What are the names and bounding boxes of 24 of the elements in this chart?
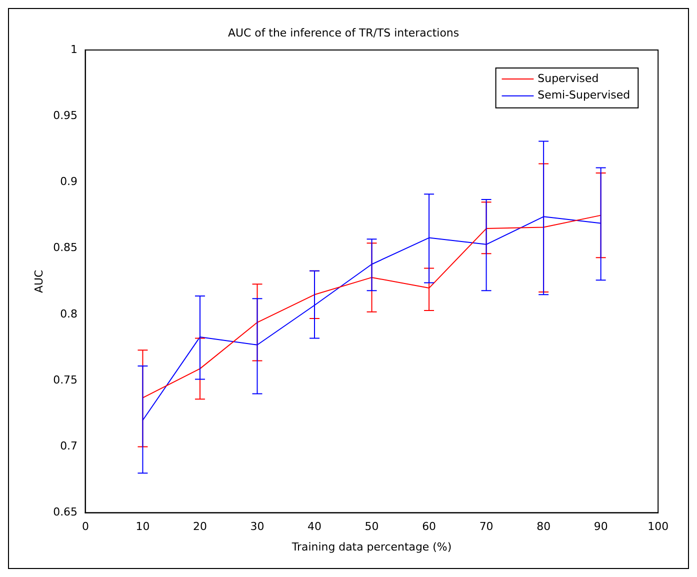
x-tick-label: 20	[193, 520, 207, 534]
x-tick-label: 70	[479, 520, 494, 534]
legend-label: Semi-Supervised	[538, 88, 630, 102]
y-tick-label: 0.65	[53, 506, 78, 519]
x-tick-label: 80	[536, 520, 551, 534]
x-tick-label: 60	[422, 520, 436, 534]
y-tick-label: 0.85	[53, 241, 78, 254]
y-tick-label: 0.7	[60, 440, 78, 453]
y-tick-label: 0.95	[53, 109, 78, 122]
y-axis-title: AUC	[32, 270, 46, 294]
x-tick-label: 10	[136, 520, 150, 534]
x-tick-label: 100	[648, 520, 669, 534]
legend-label: Supervised	[538, 72, 599, 85]
x-tick-label: 40	[308, 520, 322, 534]
x-tick-label: 30	[250, 520, 264, 534]
x-tick-label: 90	[594, 520, 608, 534]
y-tick-label: 0.8	[60, 307, 78, 320]
chart-title: AUC of the inference of TR/TS interactions	[228, 26, 460, 40]
x-axis-title: Training data percentage (%)	[290, 540, 452, 554]
x-tick-label: 50	[364, 520, 379, 534]
x-tick-label: 0	[82, 520, 89, 534]
y-tick-label: 1	[70, 42, 78, 56]
y-tick-label: 0.9	[60, 175, 78, 188]
y-tick-label: 0.75	[53, 373, 78, 386]
